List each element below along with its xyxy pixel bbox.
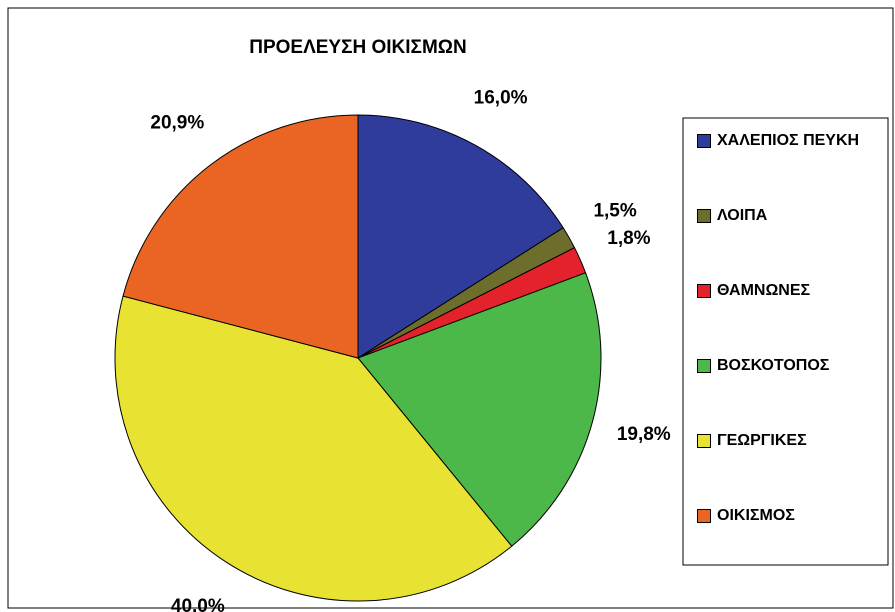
legend-entry: ΟΙΚΙΣΜΟΣ xyxy=(697,503,887,529)
legend-entry: ΓΕΩΡΓΙΚΕΣ xyxy=(697,428,887,454)
legend-swatch xyxy=(697,134,711,148)
pie-slice xyxy=(122,114,359,359)
legend-swatch xyxy=(697,209,711,223)
data-label: 1,5% xyxy=(593,200,636,221)
legend-label: ΧΑΛΕΠΙΟΣ ΠΕΥΚΗ xyxy=(717,132,860,149)
legend-swatch xyxy=(697,359,711,373)
data-label: 20,9% xyxy=(150,113,204,134)
data-label: 1,8% xyxy=(607,228,650,249)
legend-box xyxy=(682,117,889,566)
legend-entry: ΒΟΣΚΟΤΟΠΟΣ xyxy=(697,353,887,379)
data-label: 16,0% xyxy=(474,88,528,109)
legend-label: ΘΑΜΝΩΝΕΣ xyxy=(717,282,811,299)
legend-label: ΓΕΩΡΓΙΚΕΣ xyxy=(717,432,807,449)
pie-slice xyxy=(357,114,564,359)
legend-entry: ΛΟΙΠΑ xyxy=(697,203,887,229)
legend-swatch xyxy=(697,284,711,298)
legend-label: ΒΟΣΚΟΤΟΠΟΣ xyxy=(717,357,830,374)
legend-swatch xyxy=(697,509,711,523)
legend-label: ΛΟΙΠΑ xyxy=(717,207,768,224)
pie-slice xyxy=(114,295,513,602)
data-label: 40,0% xyxy=(171,596,225,612)
legend-label: ΟΙΚΙΣΜΟΣ xyxy=(717,507,795,524)
legend-entry: ΘΑΜΝΩΝΕΣ xyxy=(697,278,887,304)
legend-entry: ΧΑΛΕΠΙΟΣ ΠΕΥΚΗ xyxy=(697,128,887,154)
chart-title: ΠΡΟΕΛΕΥΣΗ ΟΙΚΙΣΜΩΝ xyxy=(249,37,467,58)
pie-slice xyxy=(357,272,602,547)
legend-swatch xyxy=(697,434,711,448)
data-label: 19,8% xyxy=(617,424,671,445)
